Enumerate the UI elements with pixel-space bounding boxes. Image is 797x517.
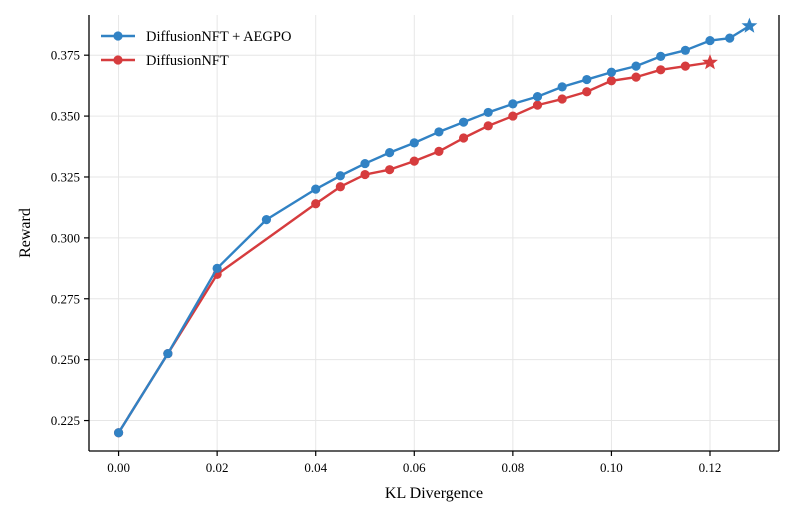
data-point-diffusionnft [385,165,395,175]
data-point-diffusionnft [311,199,321,209]
data-point-aegpo [335,171,345,181]
legend: DiffusionNFT + AEGPO DiffusionNFT [101,29,291,69]
data-point-diffusionnft [557,94,567,104]
axes [88,15,780,452]
data-point-aegpo [508,99,518,109]
series-aegpo [113,17,758,438]
x-tick-label: 0.02 [206,460,229,475]
y-tick-label: 0.300 [51,230,80,245]
series-line-aegpo [117,24,751,434]
data-point-diffusionnft [680,61,690,71]
data-point-aegpo [631,61,641,71]
data-point-aegpo [311,184,321,194]
x-tick-label: 0.12 [699,460,722,475]
data-point-aegpo [680,45,690,55]
data-point-aegpo [113,428,124,438]
ticks: 0.00 0.02 0.04 0.06 0.08 0.10 0.12 0.225 0.250 0.… [51,48,722,475]
data-point-aegpo [557,82,567,92]
legend-marker-aegpo [113,31,123,41]
legend-label-diffusionnft: DiffusionNFT [146,53,229,69]
data-point-aegpo [532,91,543,102]
series-endpoint-star-diffusionnft [702,54,718,70]
x-axis-title: KL Divergence [385,485,483,502]
y-tick-label: 0.375 [51,48,80,63]
series-diffusionnft [113,54,718,438]
x-tick-label: 0.08 [501,460,524,475]
data-point-aegpo [656,51,666,62]
data-point-diffusionnft [508,111,518,121]
data-point-aegpo [483,107,493,118]
legend-entry-diffusionnft: DiffusionNFT [101,53,229,69]
legend-entry-aegpo: DiffusionNFT + AEGPO [101,29,291,45]
series [113,17,758,438]
y-tick-label: 0.250 [51,352,80,367]
data-point-diffusionnft [335,182,345,192]
legend-label-aegpo: DiffusionNFT + AEGPO [146,29,291,45]
data-point-aegpo [705,35,715,46]
y-tick-label: 0.225 [51,413,80,428]
data-point-aegpo [261,215,272,225]
data-point-diffusionnft [606,76,617,86]
x-tick-label: 0.06 [403,460,426,475]
data-point-aegpo [582,74,592,85]
data-point-diffusionnft [582,87,592,97]
data-point-aegpo [212,263,222,273]
data-point-aegpo [163,348,173,359]
x-tick-label: 0.00 [107,460,130,475]
data-point-aegpo [409,138,419,148]
data-point-diffusionnft [656,65,666,75]
data-point-diffusionnft [360,169,370,180]
data-point-diffusionnft [483,121,493,131]
y-axis-title: Reward [17,208,34,258]
data-point-aegpo [725,33,735,43]
y-tick-label: 0.325 [51,169,80,184]
data-point-diffusionnft [631,72,641,82]
legend-marker-diffusionnft [113,55,123,65]
x-tick-label: 0.04 [304,460,327,475]
data-point-aegpo [385,148,395,158]
y-tick-label: 0.275 [51,291,80,306]
series-endpoint-star-aegpo [741,17,758,33]
x-tick-label: 0.10 [600,460,623,475]
data-point-aegpo [458,117,469,127]
grid [89,15,779,451]
data-point-aegpo [434,127,444,137]
data-point-diffusionnft [409,156,419,166]
y-tick-label: 0.350 [51,109,80,124]
data-point-diffusionnft [434,146,444,157]
data-point-aegpo [360,158,370,169]
data-point-diffusionnft [532,100,543,110]
data-point-aegpo [606,67,617,77]
data-point-diffusionnft [458,133,469,143]
